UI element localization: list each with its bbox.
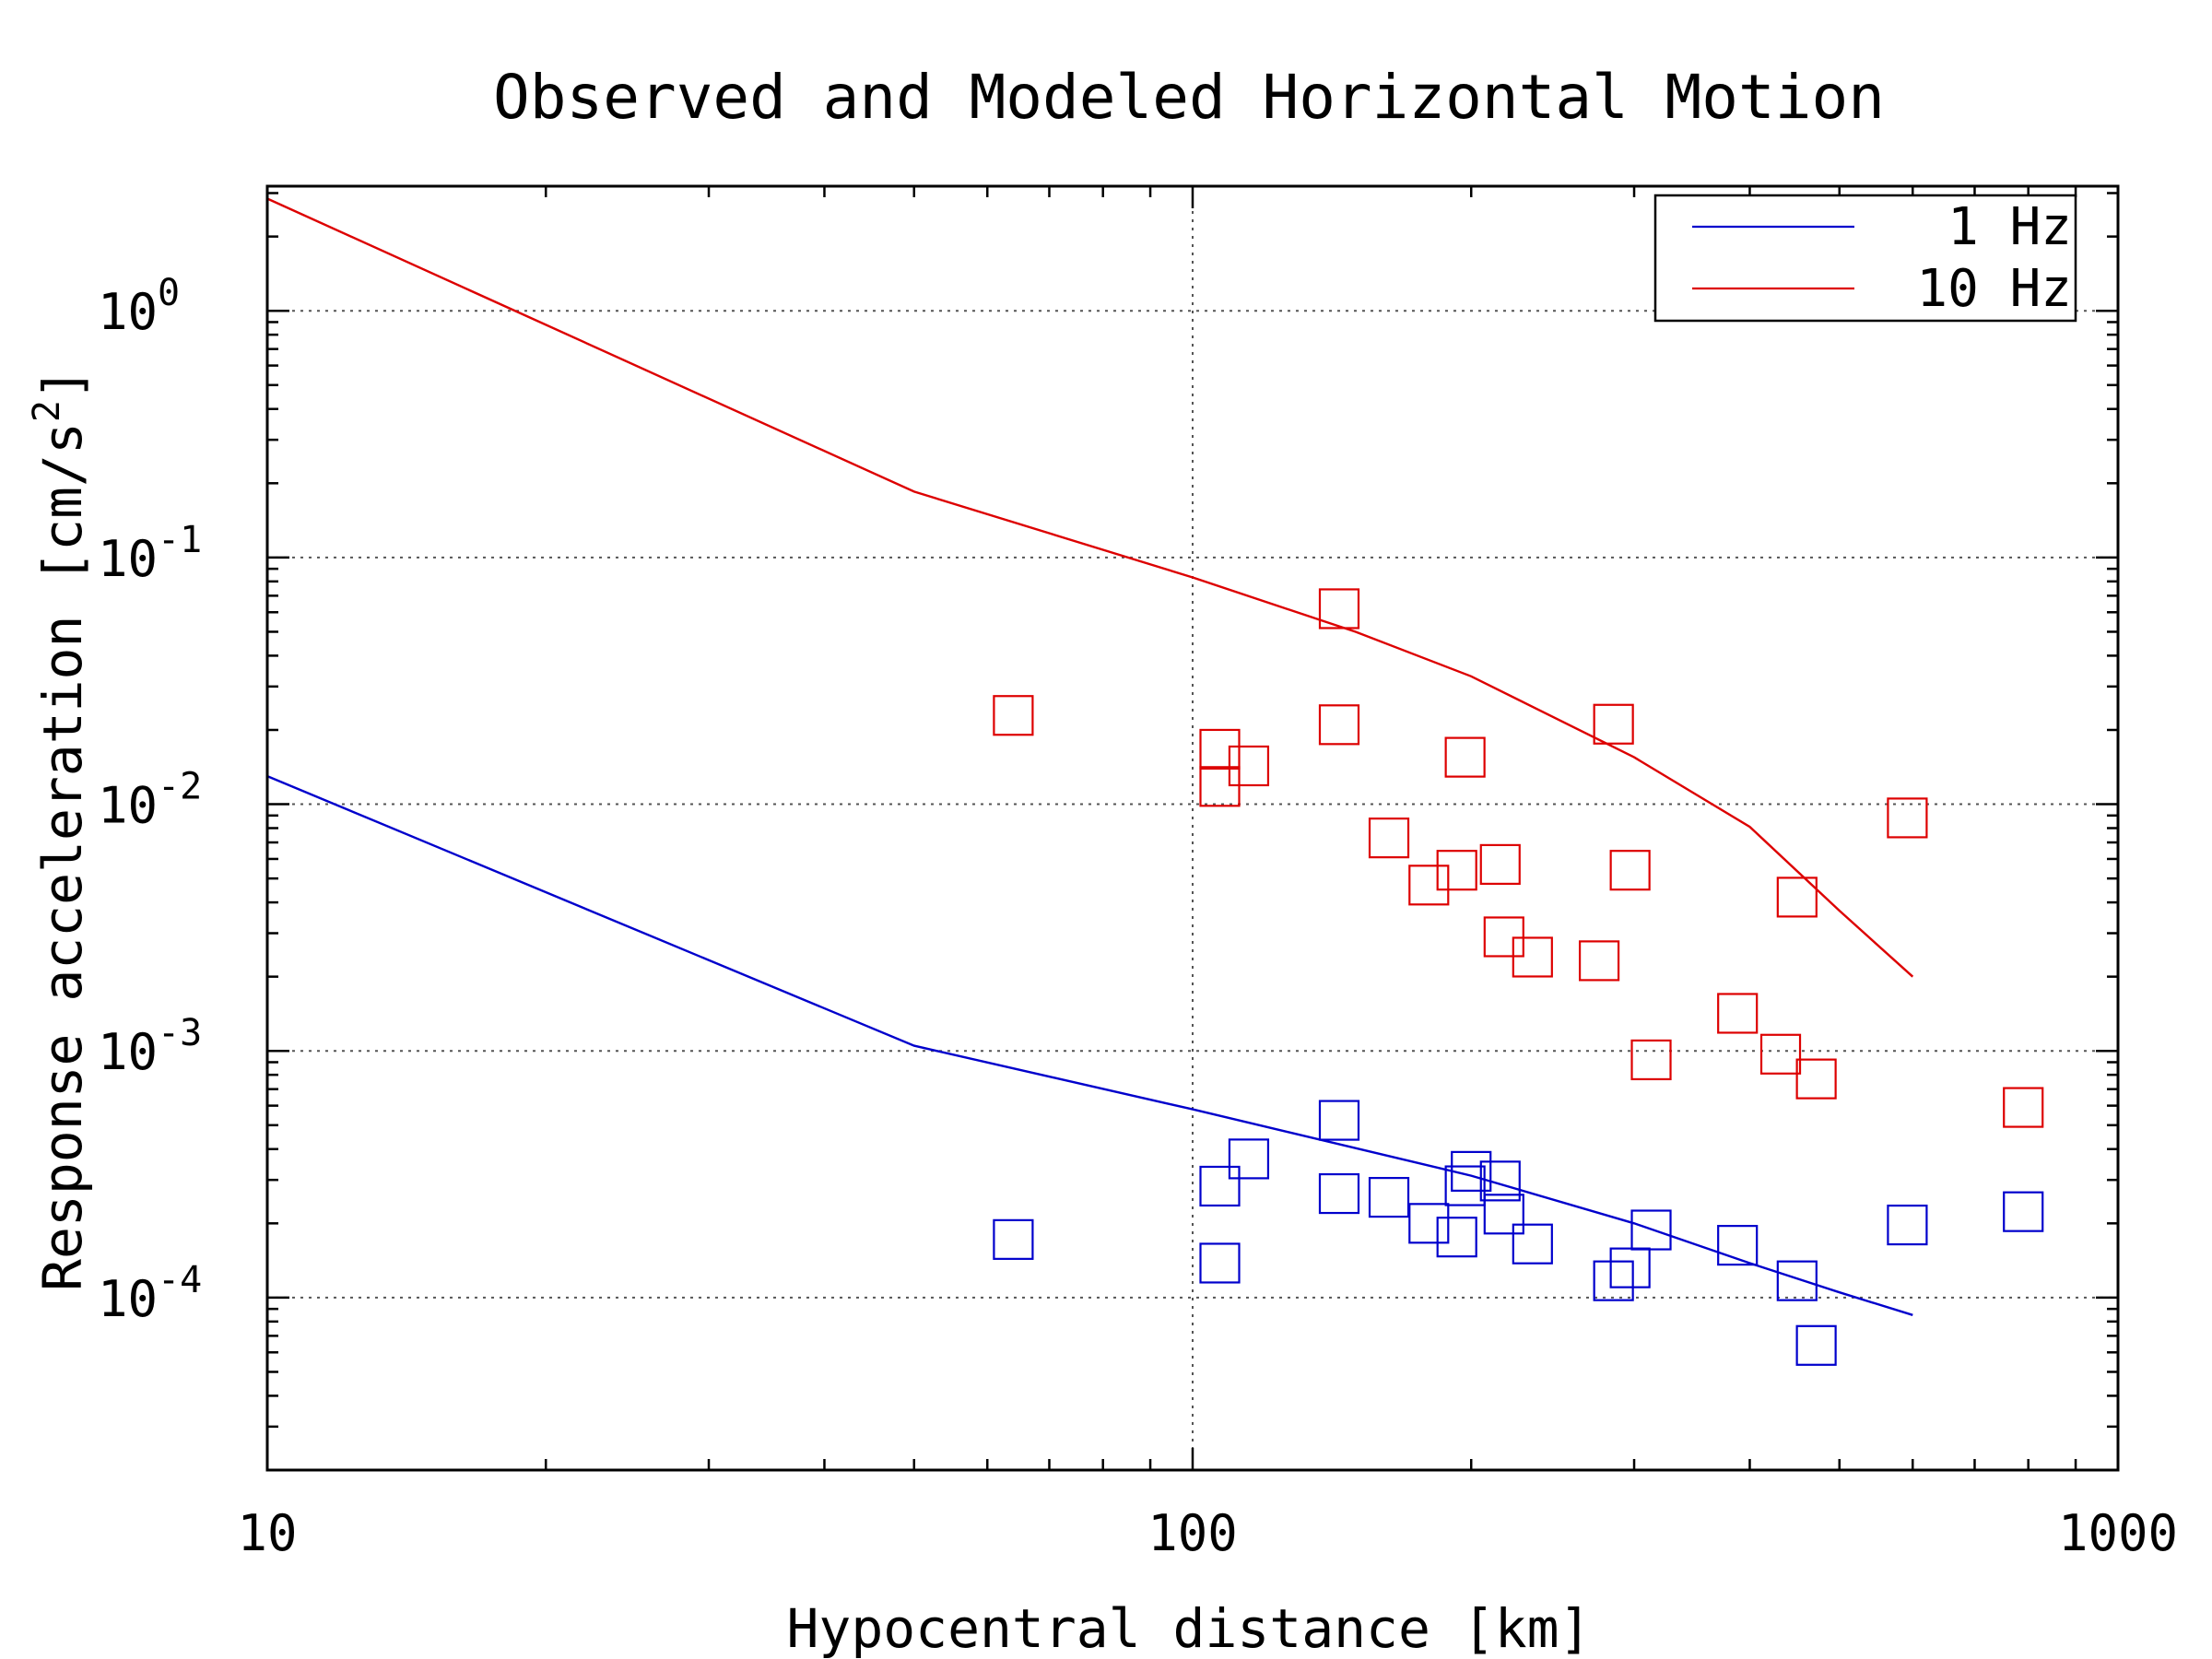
y-axis-label: Response acceleration [cm/s2] [26, 368, 94, 1291]
plot-frame [265, 184, 2120, 1472]
observed-marker-10hz [993, 695, 1034, 736]
observed-marker-10hz [2003, 1087, 2044, 1128]
grid [267, 186, 2118, 1470]
observed-marker-1hz [993, 1218, 1034, 1260]
legend: 1 Hz 10 Hz [1653, 194, 2077, 323]
y-tick-base: 10 [98, 1270, 158, 1328]
chart-title: Observed and Modeled Horizontal Motion [493, 62, 1885, 133]
observed-marker-1hz [1228, 1138, 1270, 1180]
y-tick-exponent: -1 [158, 519, 202, 561]
model-line-1hz [266, 774, 1913, 1316]
observed-marker-10hz [1759, 1033, 1802, 1075]
y-tick-base: 10 [98, 1023, 158, 1081]
y-tick-base: 10 [98, 283, 158, 341]
observed-marker-1hz [1444, 1165, 1486, 1206]
y-axis-label-close: ] [31, 368, 94, 400]
y-tick-exponent: -3 [158, 1012, 202, 1054]
observed-marker-10hz [1408, 865, 1450, 906]
x-tick-label: 1000 [2058, 1504, 2178, 1562]
y-tick-base: 10 [98, 777, 158, 835]
observed-marker-1hz [1630, 1209, 1672, 1251]
observed-marker-1hz [1483, 1194, 1524, 1235]
observed-marker-10hz [1593, 703, 1634, 745]
observed-marker-1hz [1318, 1100, 1360, 1141]
y-axis-label-superscript: 2 [26, 400, 68, 422]
observed-marker-10hz [1318, 704, 1360, 746]
y-tick-label: 100 [98, 272, 180, 341]
observed-marker-10hz [1795, 1058, 1837, 1100]
observed-marker-1hz [2003, 1191, 2044, 1232]
observed-marker-10hz [1318, 588, 1360, 629]
observed-marker-10hz [1776, 877, 1818, 918]
model-line-10hz [266, 197, 1914, 978]
y-tick-label: 10-4 [98, 1259, 202, 1328]
series-points [993, 588, 2044, 1366]
observed-marker-1hz [1199, 1165, 1241, 1207]
observed-marker-1hz [1199, 1242, 1241, 1284]
observed-marker-1hz [1776, 1260, 1818, 1301]
observed-marker-10hz [1512, 936, 1553, 978]
x-tick-labels: 10 100 1000 [237, 1504, 2178, 1562]
x-tick-label: 100 [1147, 1504, 1238, 1562]
y-tick-exponent: -4 [158, 1259, 202, 1301]
observed-marker-10hz [1444, 736, 1486, 778]
observed-marker-1hz [1408, 1203, 1450, 1244]
y-tick-label: 10-1 [98, 519, 202, 588]
series-lines [266, 197, 1914, 1316]
observed-marker-1hz [1887, 1204, 1928, 1246]
observed-marker-1hz [1512, 1223, 1553, 1265]
legend-label-1hz: 1 Hz [1947, 197, 2072, 257]
y-tick-label: 10-2 [98, 766, 202, 835]
observed-marker-10hz [1717, 993, 1759, 1034]
y-axis-label-main: Response acceleration [cm/s [31, 422, 94, 1291]
observed-marker-1hz [1795, 1324, 1837, 1366]
observed-marker-10hz [1368, 818, 1410, 859]
observed-marker-10hz [1436, 850, 1477, 891]
observed-marker-1hz [1451, 1150, 1492, 1192]
observed-marker-10hz [1199, 728, 1241, 771]
observed-marker-10hz [1630, 1039, 1672, 1081]
observed-marker-1hz [1717, 1225, 1759, 1266]
y-tick-exponent: -2 [158, 766, 202, 808]
x-axis-label: Hypocentral distance [km] [787, 1597, 1592, 1659]
y-tick-exponent: 0 [158, 272, 180, 314]
y-tick-label: 10-3 [98, 1012, 202, 1081]
observed-marker-10hz [1578, 940, 1620, 982]
observed-marker-10hz [1228, 745, 1270, 787]
observed-marker-10hz [1479, 843, 1521, 886]
legend-label-10hz: 10 Hz [1916, 259, 2072, 319]
observed-marker-10hz [1609, 850, 1651, 891]
observed-marker-10hz [1199, 766, 1241, 807]
observed-marker-1hz [1318, 1172, 1360, 1215]
x-tick-label: 10 [237, 1504, 297, 1562]
observed-marker-1hz [1479, 1160, 1521, 1202]
observed-marker-1hz [1368, 1176, 1410, 1218]
legend-box [1653, 194, 2077, 323]
observed-marker-10hz [1887, 797, 1928, 839]
observed-marker-1hz [1609, 1247, 1651, 1288]
y-tick-base: 10 [98, 530, 158, 588]
observed-marker-1hz [1593, 1260, 1634, 1301]
observed-marker-1hz [1436, 1217, 1477, 1258]
